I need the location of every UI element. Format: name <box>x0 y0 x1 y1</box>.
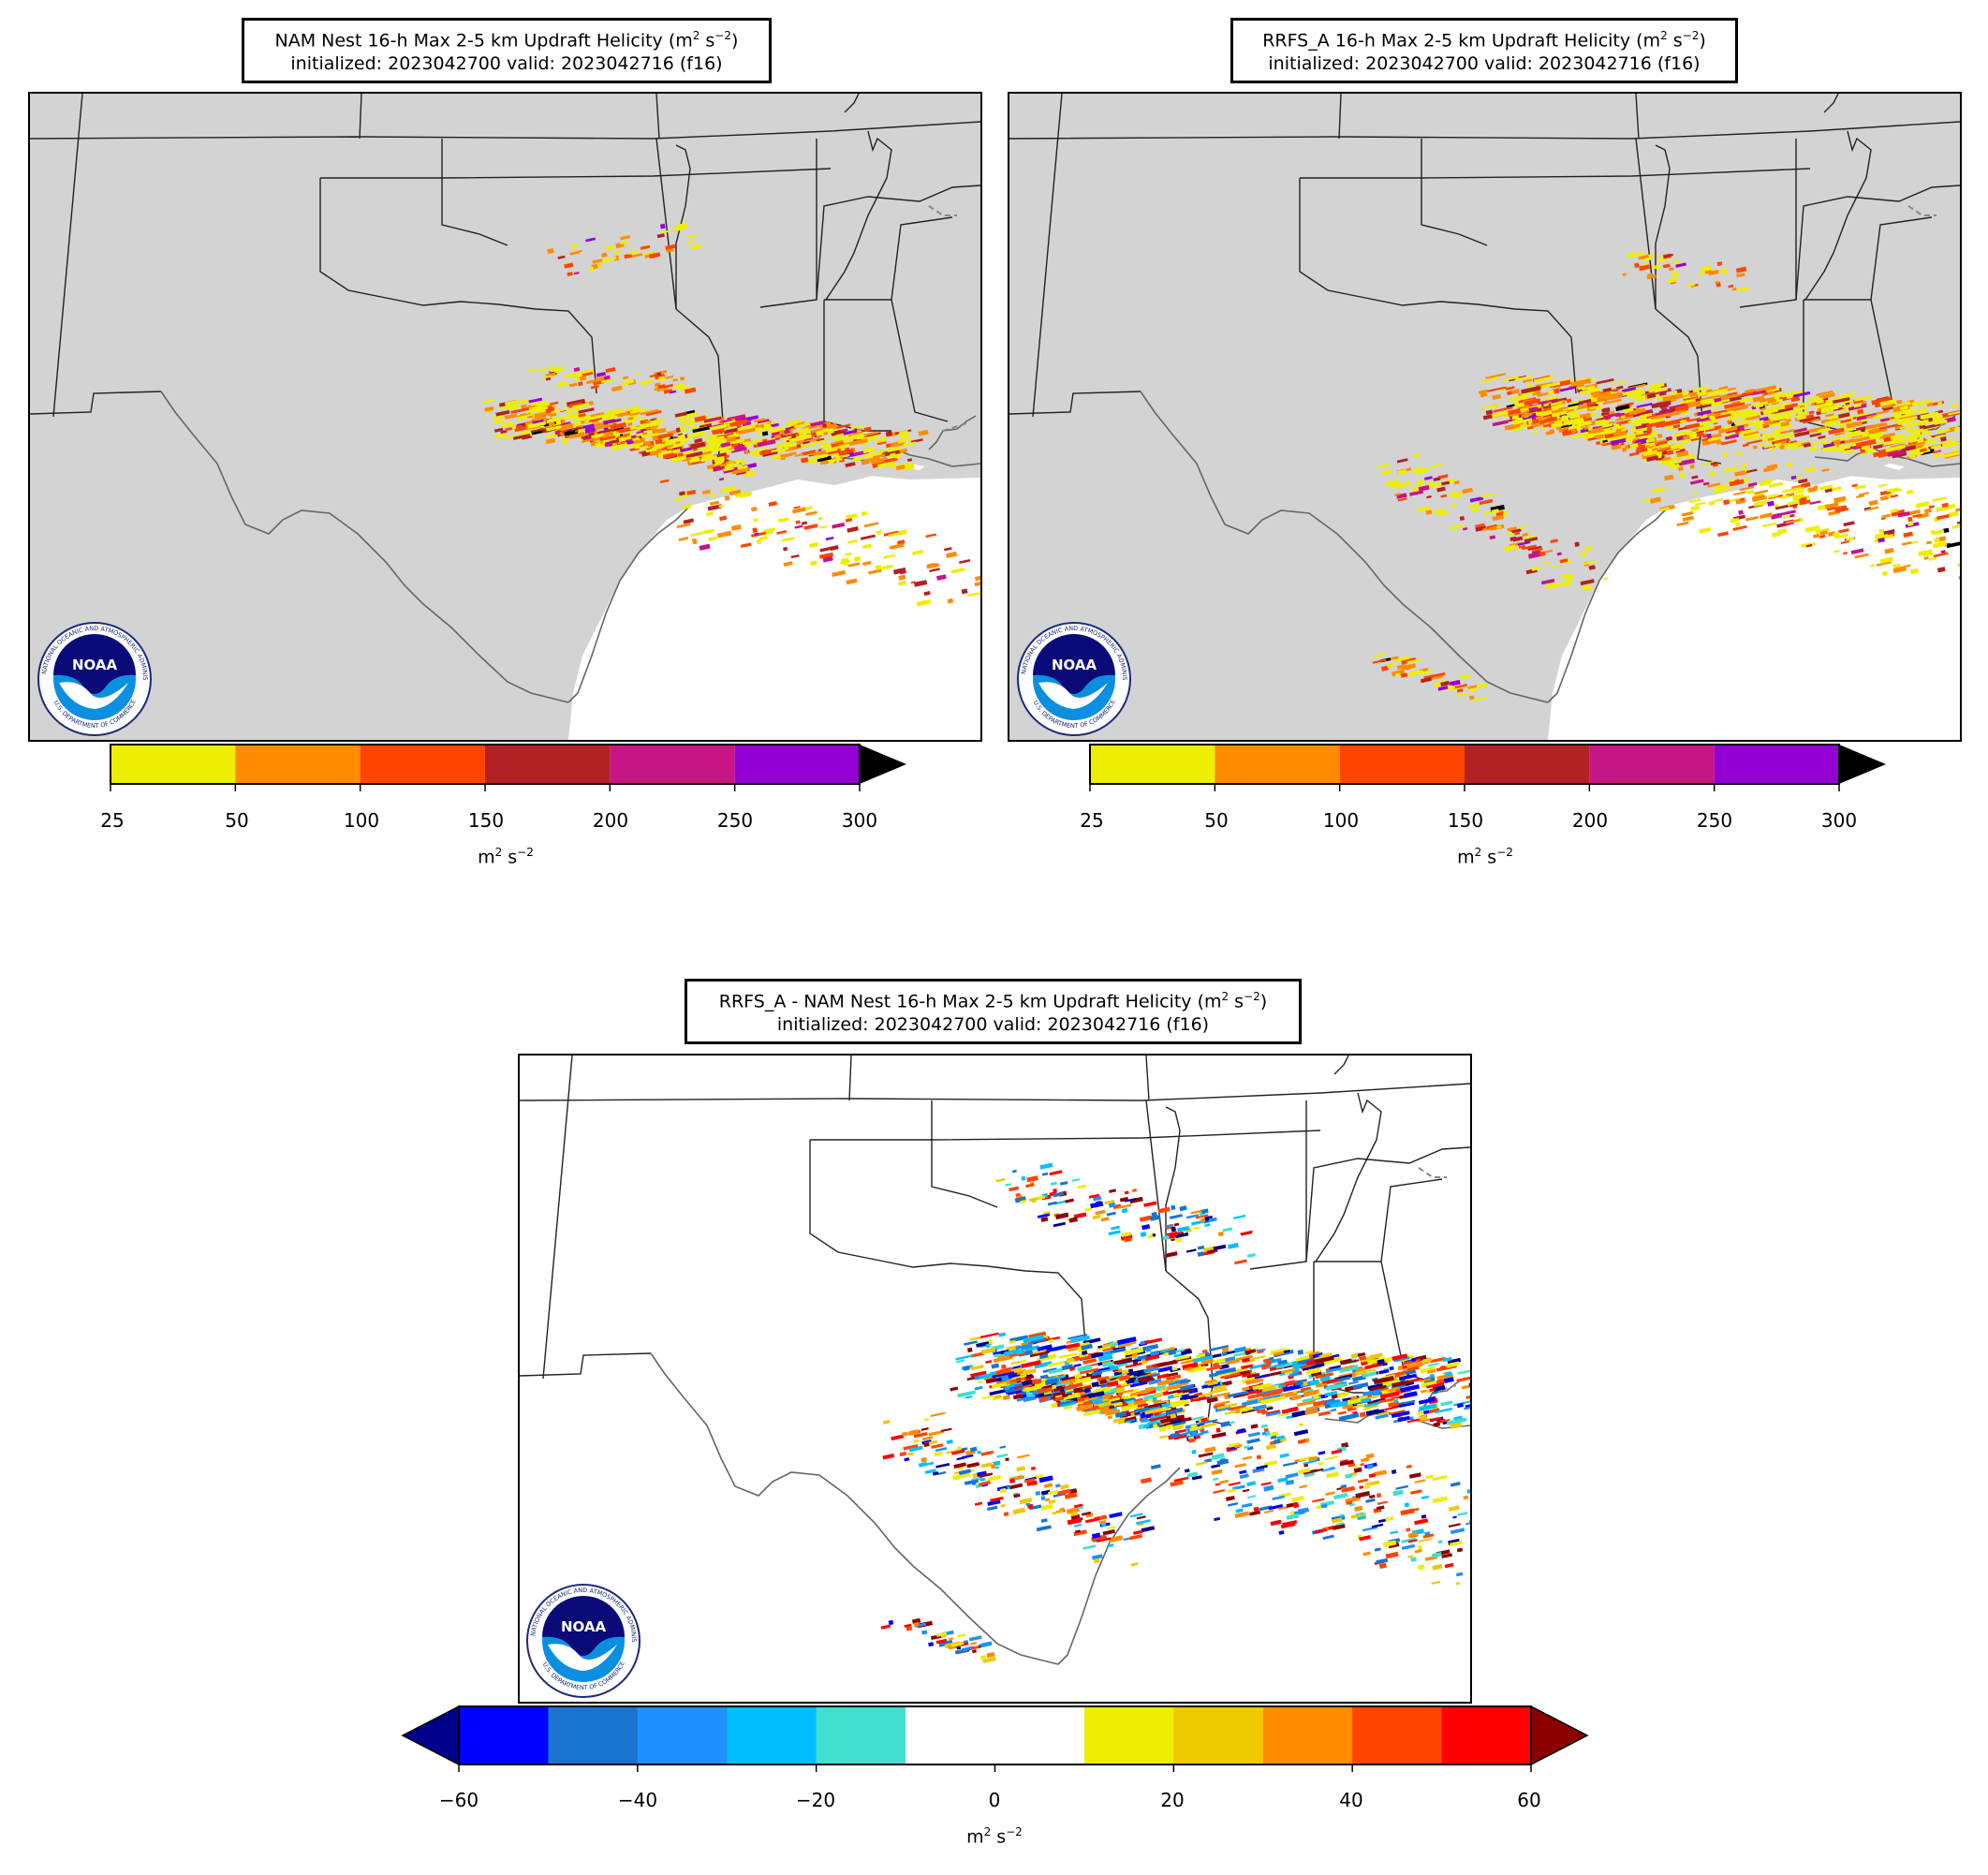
nam-tick-5: 250 <box>716 809 754 832</box>
rrfs-title-box: RRFS_A 16-h Max 2-5 km Updraft Helicity … <box>1230 18 1738 83</box>
nam-colorbar <box>110 744 906 791</box>
nam-colorbar-label: m2 s−2 <box>478 846 534 868</box>
rrfs-tick-1: 50 <box>1204 809 1229 832</box>
colorbar-segment <box>906 1706 995 1764</box>
rrfs-tick-4: 200 <box>1571 809 1609 832</box>
colorbar-extend-arrow <box>1839 745 1886 784</box>
nam-tick-4: 200 <box>592 809 629 832</box>
nam-tick-6: 300 <box>841 809 878 832</box>
colorbar-segment <box>1090 745 1215 784</box>
nam-title-line2: initialized: 2023042700 valid: 202304271… <box>290 53 723 75</box>
delta-land <box>1358 1421 1470 1441</box>
diff-title-box: RRFS_A - NAM Nest 16-h Max 2-5 km Updraf… <box>685 979 1302 1044</box>
nam-tick-0: 25 <box>100 809 125 832</box>
diff-colorbar <box>401 1705 1589 1772</box>
gulf-of-mexico <box>1548 464 1960 740</box>
rrfs-title-line1: RRFS_A 16-h Max 2-5 km Updraft Helicity … <box>1262 29 1706 52</box>
diff-tick-0: −60 <box>438 1789 479 1811</box>
diff-tick-2: −20 <box>795 1789 836 1811</box>
diff-colorbar-label: m2 s−2 <box>966 1825 1023 1848</box>
nam-map[interactable] <box>28 92 982 742</box>
diff-map-canvas <box>520 1056 1470 1702</box>
colorbar-segment <box>1589 745 1715 784</box>
svg-text:NOAA: NOAA <box>1052 657 1097 673</box>
nam-map-canvas <box>30 94 980 740</box>
diff-tick-3: 0 <box>988 1789 1001 1811</box>
nam-title-box: NAM Nest 16-h Max 2-5 km Updraft Helicit… <box>242 18 772 83</box>
delta-land <box>868 459 980 480</box>
rrfs-colorbar-label: m2 s−2 <box>1457 846 1513 868</box>
helicity-swaths <box>880 1162 1470 1663</box>
rrfs-tick-3: 150 <box>1447 809 1484 832</box>
diff-colorbar-swatches <box>401 1705 1589 1772</box>
colorbar-segment <box>485 745 611 784</box>
diff-title-line1: RRFS_A - NAM Nest 16-h Max 2-5 km Updraf… <box>718 990 1268 1012</box>
colorbar-segment <box>360 745 485 784</box>
state-borders <box>520 1056 1470 1426</box>
nam-tick-3: 150 <box>467 809 505 832</box>
nam-tick-1: 50 <box>225 809 249 832</box>
diff-tick-5: 40 <box>1339 1789 1363 1811</box>
helicity-swaths <box>480 222 980 607</box>
texas-coast-outline <box>1140 391 1960 703</box>
colorbar-segment <box>1083 1706 1174 1764</box>
rrfs-tick-0: 25 <box>1080 809 1104 832</box>
state-borders <box>30 94 980 465</box>
svg-text:NOAA: NOAA <box>72 657 118 673</box>
colorbar-segment <box>727 1706 817 1764</box>
colorbar-extend-high <box>1530 1705 1589 1766</box>
rrfs-map[interactable] <box>1008 92 1962 742</box>
colorbar-segment <box>1352 1706 1443 1764</box>
colorbar-segment <box>548 1706 639 1764</box>
colorbar-extend-arrow <box>860 745 906 784</box>
rrfs-map-canvas <box>1009 94 1960 740</box>
noaa-logo-graphic: NATIONAL OCEANIC AND ATMOSPHERIC ADMINIS… <box>28 615 152 736</box>
colorbar-extend-low <box>401 1705 460 1766</box>
nam-tick-2: 100 <box>343 809 380 832</box>
delta-land <box>1848 459 1960 480</box>
noaa-logo-graphic: NATIONAL OCEANIC AND ATMOSPHERIC ADMINIS… <box>517 1577 641 1698</box>
diff-tick-1: −40 <box>617 1789 658 1811</box>
colorbar-segment <box>459 1706 549 1764</box>
colorbar-segment <box>1262 1706 1353 1764</box>
rrfs-tick-5: 250 <box>1696 809 1733 832</box>
rrfs-title-line2: initialized: 2023042700 valid: 202304271… <box>1268 53 1701 75</box>
rrfs-tick-6: 300 <box>1820 809 1858 832</box>
colorbar-segment <box>1714 745 1839 784</box>
diff-tick-4: 20 <box>1160 1789 1185 1811</box>
state-borders <box>1009 94 1960 465</box>
river-lines <box>928 205 967 432</box>
rrfs-noaa-logo: NATIONAL OCEANIC AND ATMOSPHERIC ADMINIS… <box>1008 615 1138 741</box>
colorbar-segment <box>1173 1706 1264 1764</box>
colorbar-segment <box>816 1706 906 1764</box>
nam-title-line1: NAM Nest 16-h Max 2-5 km Updraft Helicit… <box>274 29 739 52</box>
nam-colorbar-swatches <box>110 744 906 791</box>
helicity-swaths <box>1372 251 1960 701</box>
diff-tick-6: 60 <box>1517 1789 1541 1811</box>
colorbar-segment <box>1441 1706 1532 1764</box>
rrfs-colorbar <box>1089 744 1886 791</box>
svg-text:NOAA: NOAA <box>561 1618 607 1635</box>
colorbar-segment <box>610 745 735 784</box>
colorbar-segment <box>1465 745 1590 784</box>
nam-noaa-logo: NATIONAL OCEANIC AND ATMOSPHERIC ADMINIS… <box>28 615 158 741</box>
rrfs-colorbar-swatches <box>1089 744 1886 791</box>
colorbar-segment <box>110 745 236 784</box>
colorbar-segment <box>1215 745 1340 784</box>
noaa-logo-graphic: NATIONAL OCEANIC AND ATMOSPHERIC ADMINIS… <box>1008 615 1131 736</box>
colorbar-segment <box>734 745 860 784</box>
colorbar-segment <box>1339 745 1465 784</box>
diff-map[interactable] <box>518 1054 1472 1704</box>
colorbar-segment <box>235 745 361 784</box>
colorbar-segment <box>637 1706 728 1764</box>
diff-noaa-logo: NATIONAL OCEANIC AND ATMOSPHERIC ADMINIS… <box>517 1577 647 1703</box>
diff-title-line2: initialized: 2023042700 valid: 202304271… <box>776 1014 1210 1036</box>
colorbar-segment <box>994 1706 1085 1764</box>
rrfs-tick-2: 100 <box>1322 809 1360 832</box>
